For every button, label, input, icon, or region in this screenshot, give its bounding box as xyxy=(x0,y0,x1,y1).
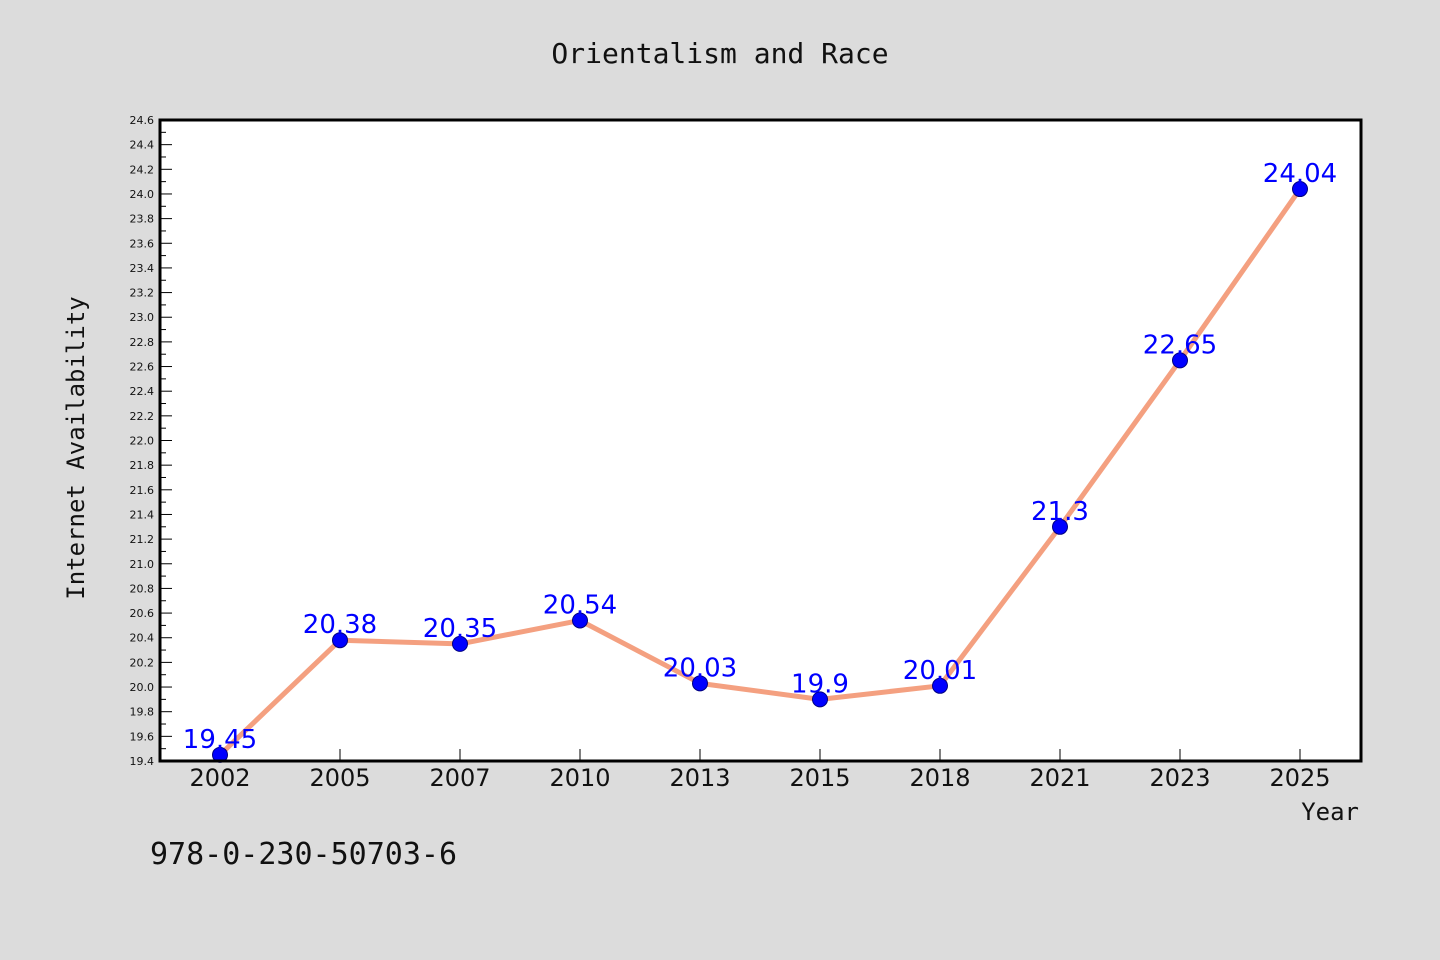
x-tick-label: 2013 xyxy=(669,764,730,792)
series-group: 19.45 20.38 20.35 20.54 20.03 19.9 20.01 21.3 22… xyxy=(183,159,1337,763)
x-tick-label: 2002 xyxy=(189,764,250,792)
data-point xyxy=(1172,352,1188,369)
data-label: 20.03 xyxy=(663,653,737,683)
data-point xyxy=(1292,181,1308,198)
x-tick-label: 2018 xyxy=(909,764,970,792)
data-label: 21.3 xyxy=(1031,497,1089,527)
y-tick-label: 20.2 xyxy=(130,656,155,669)
x-tick-label: 2010 xyxy=(549,764,610,792)
data-point xyxy=(812,691,828,708)
isbn-text: 978-0-230-50703-6 xyxy=(150,837,457,872)
y-tick-label: 23.4 xyxy=(130,262,155,275)
x-tick-label: 2015 xyxy=(789,764,850,792)
x-tick-label: 2007 xyxy=(429,764,490,792)
data-point xyxy=(452,635,468,652)
data-label: 20.54 xyxy=(543,590,617,620)
data-label: 20.01 xyxy=(903,656,977,686)
y-tick-label: 19.4 xyxy=(130,755,155,768)
plot-area xyxy=(160,120,1361,761)
y-tick-label: 22.2 xyxy=(130,410,155,423)
x-tick-label: 2025 xyxy=(1269,764,1330,792)
y-tick-label: 20.4 xyxy=(130,632,155,645)
x-tick-label: 2021 xyxy=(1029,764,1090,792)
y-tick-label: 21.2 xyxy=(130,533,155,546)
data-label: 19.9 xyxy=(791,669,849,699)
data-label: 19.45 xyxy=(183,725,257,755)
y-tick-label: 20.8 xyxy=(130,582,155,595)
data-label: 20.35 xyxy=(423,614,497,644)
series-line xyxy=(217,186,1303,758)
y-tick-label: 21.0 xyxy=(130,558,155,571)
y-tick-label: 23.6 xyxy=(130,237,155,250)
data-label: 24.04 xyxy=(1263,159,1337,189)
y-tick-label: 21.6 xyxy=(130,484,155,497)
y-tick-label: 24.4 xyxy=(130,139,155,152)
y-axis-label: Internet Availability xyxy=(62,296,90,599)
data-label: 20.38 xyxy=(303,610,377,640)
data-label: 22.65 xyxy=(1143,330,1217,360)
y-tick-label: 21.8 xyxy=(130,459,155,472)
data-point xyxy=(932,677,948,694)
y-tick-label: 22.8 xyxy=(130,336,155,349)
data-point xyxy=(1052,518,1068,535)
y-tick-label: 19.6 xyxy=(130,730,155,743)
y-axis-ticks: 19.4 19.6 19.8 20.0 20.2 20.4 20.6 20.8 21.0 21.2… xyxy=(130,114,172,768)
x-axis-label: Year xyxy=(1301,798,1359,826)
y-tick-label: 23.2 xyxy=(130,287,155,300)
y-tick-label: 24.2 xyxy=(130,163,155,176)
y-tick-label: 24.0 xyxy=(130,188,155,201)
y-tick-label: 22.4 xyxy=(130,385,155,398)
x-axis-ticks: 2002 2005 2007 2010 2013 2015 2018 2021 2023 2025 xyxy=(189,749,1331,792)
y-tick-label: 22.6 xyxy=(130,361,155,374)
data-point xyxy=(572,612,588,629)
x-tick-label: 2005 xyxy=(309,764,370,792)
x-tick-label: 2023 xyxy=(1149,764,1210,792)
y-tick-label: 23.8 xyxy=(130,213,155,226)
y-tick-label: 24.6 xyxy=(130,114,155,127)
y-tick-label: 20.0 xyxy=(130,681,155,694)
y-tick-label: 22.0 xyxy=(130,435,155,448)
chart-title: Orientalism and Race xyxy=(551,37,888,70)
data-point xyxy=(332,632,348,649)
data-point xyxy=(692,675,708,692)
y-tick-label: 21.4 xyxy=(130,508,155,521)
y-tick-label: 20.6 xyxy=(130,607,155,620)
y-tick-label: 19.8 xyxy=(130,706,155,719)
y-tick-label: 23.0 xyxy=(130,311,155,324)
plot-frame xyxy=(158,118,1363,763)
